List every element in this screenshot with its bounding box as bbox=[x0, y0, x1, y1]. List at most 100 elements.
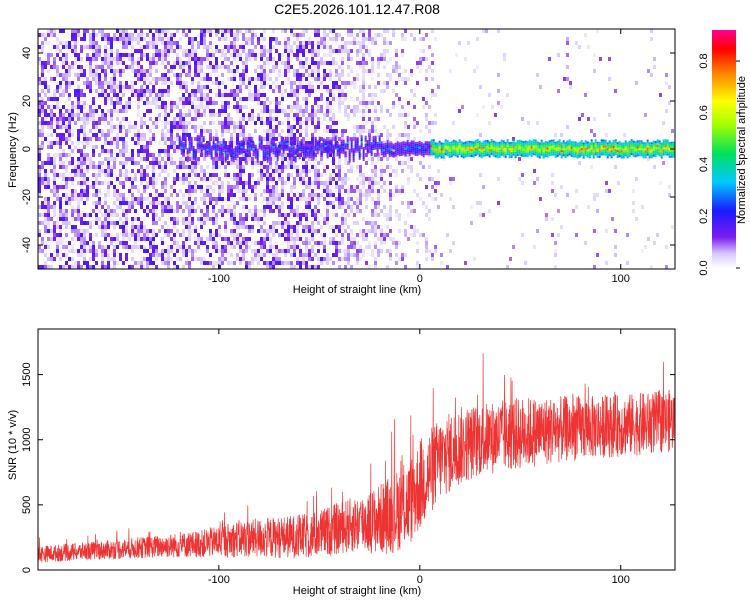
spectrogram-cell bbox=[119, 193, 122, 197]
spectrogram-cell bbox=[386, 85, 389, 89]
spectrogram-cell bbox=[329, 109, 332, 113]
spectrogram-cell bbox=[95, 33, 98, 37]
spectrogram-cell bbox=[239, 45, 242, 49]
spectrogram-cell bbox=[38, 193, 41, 197]
spectrogram-cell bbox=[245, 57, 248, 61]
spectrogram-cell bbox=[314, 61, 317, 65]
spectrogram-cell bbox=[173, 181, 176, 185]
spectrogram-cell bbox=[332, 97, 335, 101]
spectrogram-cell bbox=[152, 201, 155, 205]
spectrogram-ridge-cell bbox=[330, 151, 333, 154]
spectrogram-ridge-cell bbox=[280, 146, 283, 149]
spectrogram-ridge-cell bbox=[366, 143, 369, 146]
spectrogram-cell bbox=[143, 53, 146, 57]
spectrogram-cell bbox=[287, 193, 290, 197]
spectrogram-cell bbox=[425, 249, 428, 253]
spectrogram-cell bbox=[194, 249, 197, 253]
spectrogram-ridge-cell bbox=[372, 136, 375, 139]
spectrogram-cell bbox=[236, 89, 239, 93]
spectrogram-ridge-cell bbox=[350, 150, 353, 153]
spectrogram-cell bbox=[245, 205, 248, 209]
spectrogram-cell bbox=[380, 157, 383, 161]
spectrogram-cell bbox=[251, 249, 254, 253]
spectrogram-cell bbox=[353, 37, 356, 41]
spectrogram-cell bbox=[329, 129, 332, 133]
spectrogram-cell bbox=[593, 53, 596, 57]
spectrogram-cell bbox=[398, 257, 401, 261]
spectrogram-cell bbox=[326, 205, 329, 209]
spectrogram-cell bbox=[305, 237, 308, 241]
spectrogram-cell bbox=[437, 181, 440, 185]
spectrogram-cell bbox=[119, 205, 122, 209]
spectrogram-ridge-cell bbox=[178, 141, 181, 144]
spectrogram-cell bbox=[245, 97, 248, 101]
spectrogram-ridge-cell bbox=[352, 158, 355, 161]
spectrogram-ridge-cell bbox=[274, 145, 277, 148]
spectrogram-cell bbox=[215, 113, 218, 117]
spectrogram-cell bbox=[359, 133, 362, 137]
spectrogram-cell bbox=[122, 181, 125, 185]
spectrogram-cell bbox=[254, 129, 257, 133]
spectrogram-cell bbox=[95, 217, 98, 221]
spectrogram-cell bbox=[332, 117, 335, 121]
spectrogram-cell bbox=[95, 193, 98, 197]
spectrogram-cell bbox=[164, 257, 167, 261]
spectrogram-cell bbox=[158, 37, 161, 41]
spectrogram-cell bbox=[86, 85, 89, 89]
spectrogram-cell bbox=[71, 105, 74, 109]
spectrogram-cell bbox=[59, 85, 62, 89]
spectrogram-cell bbox=[95, 65, 98, 69]
spectrogram-ridge-cell bbox=[206, 144, 209, 147]
spectrogram-ridge-cell bbox=[280, 136, 283, 139]
spectrogram-cell bbox=[140, 261, 143, 265]
spectrogram-cell bbox=[350, 57, 353, 61]
spectrogram-cell bbox=[89, 213, 92, 217]
spectrogram-cell bbox=[320, 93, 323, 97]
spectrogram-cell bbox=[335, 197, 338, 201]
spectrogram-ridge-cell bbox=[310, 150, 313, 153]
spectrogram-cell bbox=[614, 245, 617, 249]
spectrogram-cell bbox=[110, 233, 113, 237]
spectrogram-cell bbox=[269, 241, 272, 245]
spectrogram-cell bbox=[524, 261, 527, 265]
spectrogram-cell bbox=[212, 165, 215, 169]
spectrogram-cell bbox=[95, 205, 98, 209]
spectrogram-cell bbox=[335, 249, 338, 253]
spectrogram-cell bbox=[296, 137, 299, 141]
spectrogram-cell bbox=[383, 241, 386, 245]
spectrogram-cell bbox=[134, 209, 137, 213]
spectrogram-cell bbox=[320, 241, 323, 245]
spectrogram-cell bbox=[44, 265, 47, 269]
spectrogram-cell bbox=[320, 193, 323, 197]
spectrogram-ridge-cell bbox=[248, 143, 251, 146]
spectrogram-cell bbox=[353, 241, 356, 245]
spectrogram-cell bbox=[65, 261, 68, 265]
spectrogram-cell bbox=[293, 193, 296, 197]
spectrogram-cell bbox=[290, 161, 293, 165]
spectrogram-cell bbox=[239, 125, 242, 129]
spectrogram-cell bbox=[77, 133, 80, 137]
spectrogram-cell bbox=[98, 173, 101, 177]
spectrogram-cell bbox=[317, 241, 320, 245]
spectrogram-cell bbox=[404, 233, 407, 237]
spectrogram-ridge-cell bbox=[206, 154, 209, 157]
spectrogram-cell bbox=[119, 97, 122, 101]
spectrogram-cell bbox=[395, 189, 398, 193]
spectrogram-cell bbox=[242, 97, 245, 101]
spectrogram-ridge-cell bbox=[212, 136, 215, 139]
spectrogram-cell bbox=[92, 245, 95, 249]
spectrogram-cell bbox=[161, 165, 164, 169]
spectrogram-cell bbox=[383, 37, 386, 41]
spectrogram-cell bbox=[380, 225, 383, 229]
spectrogram-cell bbox=[194, 125, 197, 129]
spectrogram-cell bbox=[209, 53, 212, 57]
spectrogram-cell bbox=[668, 185, 671, 189]
spectrogram-cell bbox=[68, 85, 71, 89]
spectrogram-cell bbox=[227, 249, 230, 253]
spectrogram-cell bbox=[107, 53, 110, 57]
spectrogram-cell bbox=[275, 241, 278, 245]
spectrogram-cell bbox=[68, 81, 71, 85]
spectrogram-cell bbox=[503, 57, 506, 61]
spectrogram-cell bbox=[47, 237, 50, 241]
spectrogram-ridge-cell bbox=[258, 137, 261, 140]
